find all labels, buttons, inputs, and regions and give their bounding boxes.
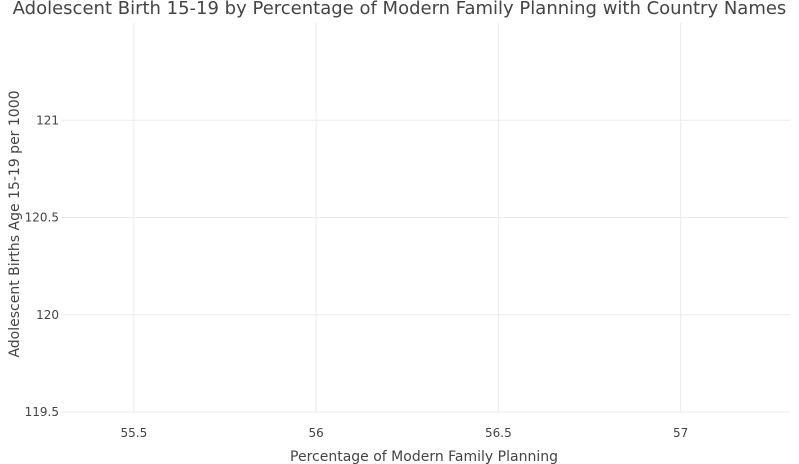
chart-title: Adolescent Birth 15-19 by Percentage of … (13, 0, 787, 19)
x-axis-title: Percentage of Modern Family Planning (290, 449, 558, 464)
y-tick-label: 121 (36, 113, 59, 127)
x-tick-label: 56.5 (485, 426, 512, 440)
y-tick-label: 120 (36, 308, 59, 322)
x-tick-label: 57 (673, 426, 688, 440)
x-tick-label: 56 (309, 426, 324, 440)
x-tick-label: 55.5 (121, 426, 148, 440)
y-tick-label: 119.5 (25, 405, 59, 419)
y-tick-label: 120.5 (25, 211, 59, 225)
x-axis-ticks: 55.5 56 56.5 57 (121, 426, 689, 440)
y-axis-title: Adolescent Births Age 15-19 per 1000 (7, 90, 23, 357)
y-axis-ticks: 119.5 120 120.5 121 (25, 113, 59, 419)
grid-lines (61, 23, 790, 413)
